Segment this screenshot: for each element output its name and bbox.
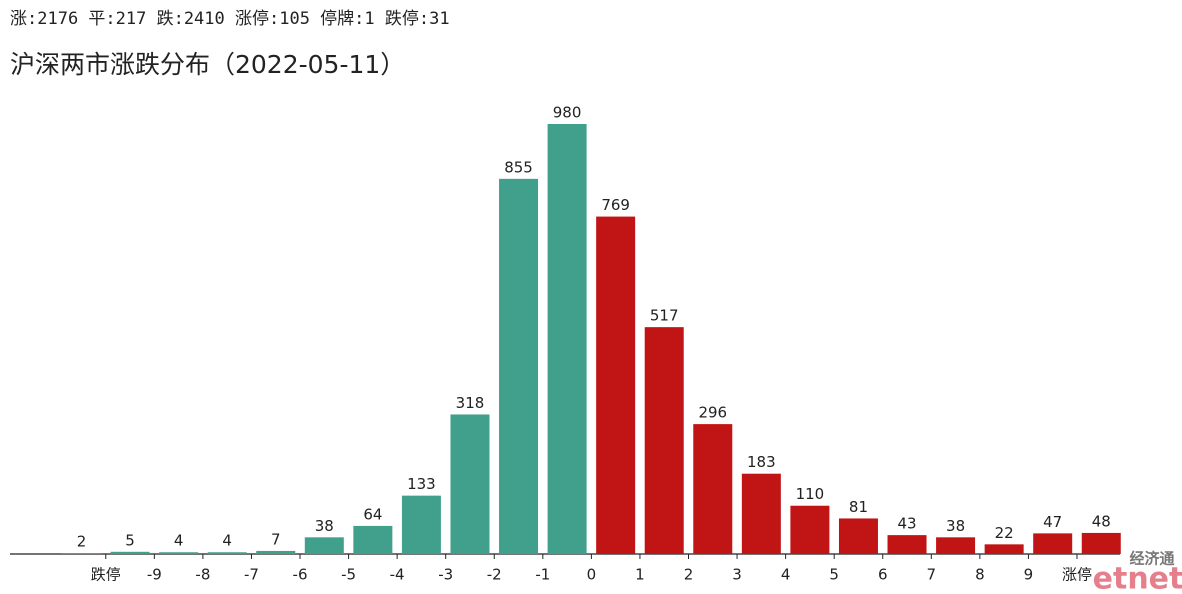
bar [110, 551, 150, 554]
value-label: 5 [125, 531, 135, 549]
bar [741, 473, 781, 554]
value-label: 133 [407, 475, 436, 493]
bar [304, 537, 344, 554]
value-label: 517 [650, 307, 679, 325]
watermark-cn: 经济通 [1129, 550, 1174, 568]
bar [838, 518, 878, 554]
x-tick-label: 跌停 [91, 566, 121, 584]
bar [790, 505, 830, 554]
x-tick-label: -5 [341, 566, 356, 584]
value-label: 110 [796, 485, 825, 503]
value-label: 48 [1092, 512, 1111, 530]
value-label: 22 [995, 524, 1014, 542]
x-tick-label: -8 [195, 566, 210, 584]
x-tick-label: 3 [732, 566, 742, 584]
value-label: 769 [601, 196, 630, 214]
x-tick-label: 7 [927, 566, 937, 584]
bar [401, 495, 441, 554]
x-tick-label: 5 [829, 566, 839, 584]
x-tick-label: 8 [975, 566, 985, 584]
x-tick-label: 4 [781, 566, 791, 584]
x-tick-label: -2 [487, 566, 502, 584]
x-tick-label: 6 [878, 566, 888, 584]
bar [693, 424, 733, 554]
bar [547, 124, 587, 554]
value-label: 64 [363, 505, 382, 523]
value-label: 7 [271, 530, 281, 548]
x-tick-label: -9 [147, 566, 162, 584]
value-label: 81 [849, 498, 868, 516]
value-label: 296 [698, 404, 727, 422]
bar [1033, 533, 1073, 554]
x-tick-label: 2 [684, 566, 694, 584]
bar [644, 327, 684, 554]
value-label: 2 [77, 533, 87, 551]
x-tick-label: 涨停 [1062, 566, 1092, 584]
bar [984, 544, 1024, 554]
value-label: 38 [315, 517, 334, 535]
bar [256, 550, 296, 554]
bar [207, 552, 247, 554]
x-tick-label: -7 [244, 566, 259, 584]
value-label: 855 [504, 158, 533, 176]
bar [159, 552, 199, 554]
x-tick-label: -3 [438, 566, 453, 584]
watermark-logo: etnet [1093, 562, 1182, 594]
value-label: 38 [946, 517, 965, 535]
value-label: 47 [1043, 513, 1062, 531]
bar [450, 414, 490, 554]
bar [1081, 532, 1121, 554]
value-label: 4 [174, 532, 184, 550]
value-label: 980 [553, 104, 582, 122]
value-label: 4 [222, 532, 232, 550]
x-tick-label: -6 [293, 566, 308, 584]
bar [596, 216, 636, 554]
bar [62, 553, 101, 554]
bar [887, 535, 927, 554]
value-label: 43 [897, 515, 916, 533]
chart-title: 沪深两市涨跌分布（2022-05-11） [10, 50, 405, 79]
x-tick-label: 9 [1024, 566, 1034, 584]
bar [499, 178, 539, 555]
value-label: 318 [456, 394, 485, 412]
x-tick-label: 0 [587, 566, 597, 584]
bar [936, 537, 976, 554]
x-tick-label: 1 [635, 566, 645, 584]
summary-header: 涨:2176 平:217 跌:2410 涨停:105 停牌:1 跌停:31 [10, 9, 450, 29]
x-tick-label: -4 [390, 566, 405, 584]
bar [353, 525, 393, 554]
value-label: 183 [747, 453, 776, 471]
x-tick-label: -1 [535, 566, 550, 584]
